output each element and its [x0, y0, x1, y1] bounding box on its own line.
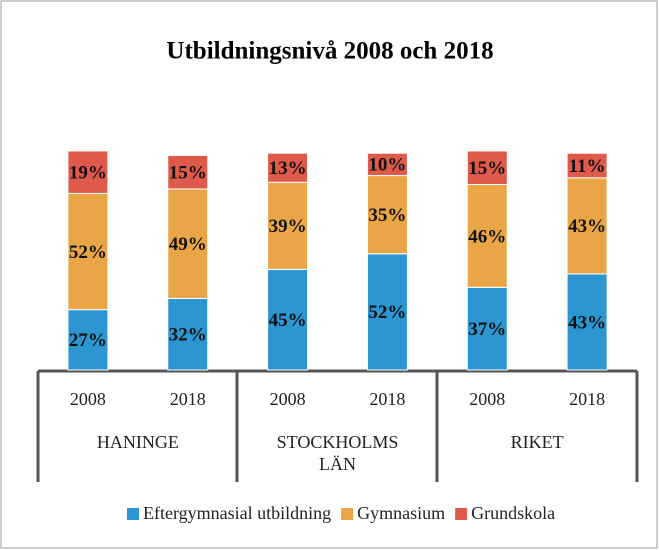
bar-segment — [466, 150, 508, 185]
legend-label: Grundskola — [471, 503, 555, 523]
data-label: 35% — [368, 205, 406, 226]
data-label: 15% — [169, 163, 207, 184]
bar-segment — [366, 175, 408, 255]
bar-segment — [67, 150, 109, 194]
data-label: 13% — [269, 158, 307, 179]
bar-segment — [167, 154, 209, 190]
data-label: 11% — [569, 156, 606, 177]
legend-swatch — [341, 508, 354, 520]
legend-swatch — [455, 508, 468, 520]
data-label: 37% — [468, 319, 506, 340]
data-label: 27% — [69, 330, 107, 351]
group-label: HANINGE — [96, 432, 179, 452]
x-tick-label: 2018 — [569, 389, 605, 409]
data-label: 45% — [269, 310, 307, 331]
bar-segment — [67, 192, 109, 311]
chart-title: Utbildningsnivå 2008 och 2018 — [166, 38, 493, 65]
legend-label: Gymnasium — [357, 503, 445, 523]
group-label: RIKET — [510, 432, 564, 452]
bar-segment — [67, 309, 109, 371]
bar-segment — [167, 188, 209, 299]
data-label: 32% — [169, 325, 207, 346]
bar-segment — [566, 273, 608, 371]
bar-segment — [566, 152, 608, 179]
data-label: 49% — [169, 234, 207, 255]
legend-swatch — [127, 508, 139, 520]
bar-segment — [267, 152, 309, 183]
data-label: 10% — [368, 155, 406, 176]
bar-segment — [366, 253, 408, 371]
data-label: 39% — [269, 216, 307, 237]
legend-label: Eftergymnasial utbildning — [143, 503, 331, 523]
data-label: 52% — [69, 242, 107, 263]
data-label: 19% — [69, 163, 107, 184]
x-tick-label: 2008 — [270, 389, 306, 409]
x-tick-label: 2008 — [469, 389, 505, 409]
data-label: 46% — [468, 226, 506, 247]
bar-segment — [267, 268, 309, 371]
bar-segment — [167, 297, 209, 371]
bar-segment — [466, 183, 508, 288]
bar-segment — [267, 181, 309, 270]
data-label: 43% — [568, 312, 606, 333]
data-label: 43% — [568, 216, 606, 237]
axis — [36, 369, 639, 482]
data-label: 52% — [368, 302, 406, 323]
bar-segment — [366, 152, 408, 177]
data-label: 15% — [468, 158, 506, 179]
x-tick-label: 2018 — [369, 389, 405, 409]
x-tick-label: 2008 — [70, 389, 106, 409]
x-tick-label: 2018 — [170, 389, 206, 409]
group-label: STOCKHOLMS LÄN — [276, 432, 399, 474]
